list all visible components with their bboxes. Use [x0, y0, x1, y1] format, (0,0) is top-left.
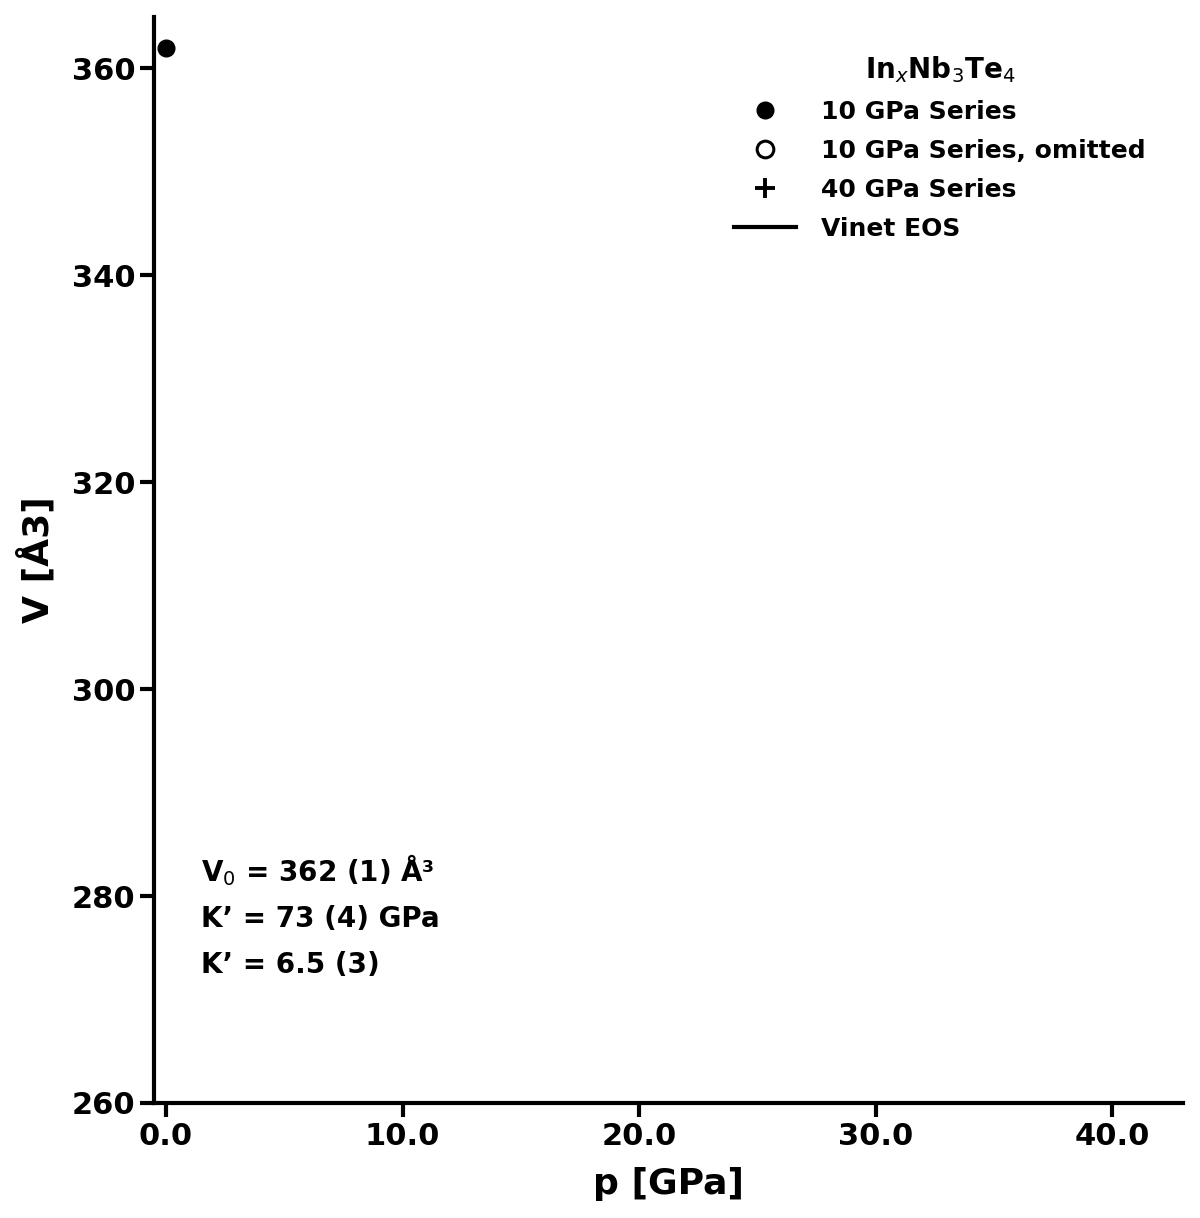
X-axis label: p [GPa]: p [GPa] — [593, 1167, 744, 1201]
Y-axis label: V [Å3]: V [Å3] — [17, 497, 55, 624]
Legend: 10 GPa Series, 10 GPa Series, omitted, 40 GPa Series, Vinet EOS: 10 GPa Series, 10 GPa Series, omitted, 4… — [721, 41, 1158, 253]
Text: V$_0$ = 362 (1) Å³
K’ = 73 (4) GPa
K’ = 6.5 (3): V$_0$ = 362 (1) Å³ K’ = 73 (4) GPa K’ = … — [202, 851, 440, 979]
